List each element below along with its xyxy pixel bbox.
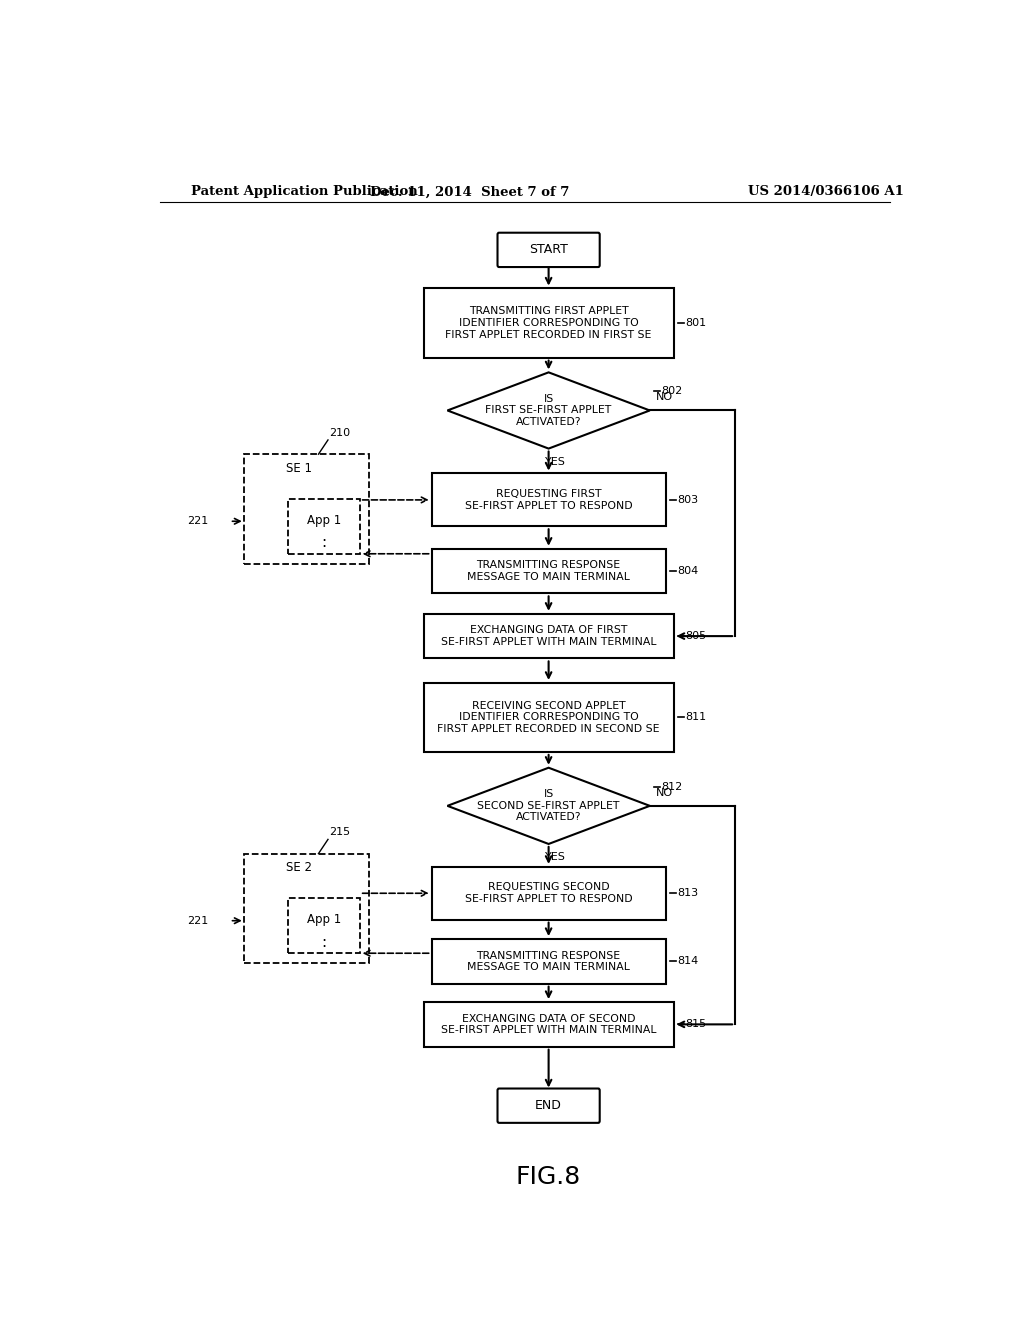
Text: YES: YES <box>545 457 565 467</box>
Bar <box>424 1002 674 1047</box>
Text: App 1: App 1 <box>307 913 341 927</box>
Text: Patent Application Publication: Patent Application Publication <box>191 185 418 198</box>
FancyBboxPatch shape <box>498 1089 600 1123</box>
Text: END: END <box>536 1100 562 1113</box>
Bar <box>244 854 370 964</box>
Text: 814: 814 <box>678 957 698 966</box>
Text: RECEIVING SECOND APPLET
IDENTIFIER CORRESPONDING TO
FIRST APPLET RECORDED IN SEC: RECEIVING SECOND APPLET IDENTIFIER CORRE… <box>437 701 659 734</box>
Text: TRANSMITTING RESPONSE
MESSAGE TO MAIN TERMINAL: TRANSMITTING RESPONSE MESSAGE TO MAIN TE… <box>467 950 630 972</box>
Polygon shape <box>447 768 650 843</box>
Polygon shape <box>447 372 650 449</box>
Text: 210: 210 <box>329 428 350 438</box>
Bar <box>431 867 666 920</box>
Text: 803: 803 <box>678 495 698 506</box>
Text: 811: 811 <box>685 713 707 722</box>
Bar <box>244 454 370 564</box>
Bar <box>289 499 359 554</box>
Text: REQUESTING FIRST
SE-FIRST APPLET TO RESPOND: REQUESTING FIRST SE-FIRST APPLET TO RESP… <box>465 490 633 511</box>
Text: TRANSMITTING FIRST APPLET
IDENTIFIER CORRESPONDING TO
FIRST APPLET RECORDED IN F: TRANSMITTING FIRST APPLET IDENTIFIER COR… <box>445 306 652 339</box>
Text: Dec. 11, 2014  Sheet 7 of 7: Dec. 11, 2014 Sheet 7 of 7 <box>370 185 569 198</box>
Bar <box>424 289 674 358</box>
Text: US 2014/0366106 A1: US 2014/0366106 A1 <box>749 185 904 198</box>
Text: 812: 812 <box>662 781 683 792</box>
Text: :: : <box>322 535 327 550</box>
Text: NO: NO <box>656 788 673 797</box>
Text: TRANSMITTING RESPONSE
MESSAGE TO MAIN TERMINAL: TRANSMITTING RESPONSE MESSAGE TO MAIN TE… <box>467 560 630 582</box>
Text: 801: 801 <box>685 318 707 329</box>
Text: 802: 802 <box>662 387 683 396</box>
Bar <box>424 614 674 659</box>
Text: 221: 221 <box>187 516 208 527</box>
Bar <box>424 682 674 752</box>
Text: IS
FIRST SE-FIRST APPLET
ACTIVATED?: IS FIRST SE-FIRST APPLET ACTIVATED? <box>485 393 611 428</box>
Bar <box>431 474 666 527</box>
Text: REQUESTING SECOND
SE-FIRST APPLET TO RESPOND: REQUESTING SECOND SE-FIRST APPLET TO RES… <box>465 883 633 904</box>
Text: EXCHANGING DATA OF FIRST
SE-FIRST APPLET WITH MAIN TERMINAL: EXCHANGING DATA OF FIRST SE-FIRST APPLET… <box>441 626 656 647</box>
Text: FIG.8: FIG.8 <box>516 1164 582 1188</box>
Text: NO: NO <box>656 392 673 403</box>
Text: 221: 221 <box>187 916 208 925</box>
Text: START: START <box>529 243 568 256</box>
Text: 815: 815 <box>685 1019 707 1030</box>
Text: SE 1: SE 1 <box>286 462 311 475</box>
Text: 805: 805 <box>685 631 707 642</box>
Bar <box>431 549 666 594</box>
Text: IS
SECOND SE-FIRST APPLET
ACTIVATED?: IS SECOND SE-FIRST APPLET ACTIVATED? <box>477 789 620 822</box>
Text: 804: 804 <box>678 566 698 576</box>
Text: 813: 813 <box>678 888 698 898</box>
Text: App 1: App 1 <box>307 513 341 527</box>
FancyBboxPatch shape <box>498 232 600 267</box>
Text: SE 2: SE 2 <box>286 862 311 874</box>
Bar <box>289 899 359 953</box>
Text: EXCHANGING DATA OF SECOND
SE-FIRST APPLET WITH MAIN TERMINAL: EXCHANGING DATA OF SECOND SE-FIRST APPLE… <box>441 1014 656 1035</box>
Text: :: : <box>322 935 327 949</box>
Bar <box>431 939 666 983</box>
Text: 215: 215 <box>329 828 350 837</box>
Text: YES: YES <box>545 853 565 862</box>
